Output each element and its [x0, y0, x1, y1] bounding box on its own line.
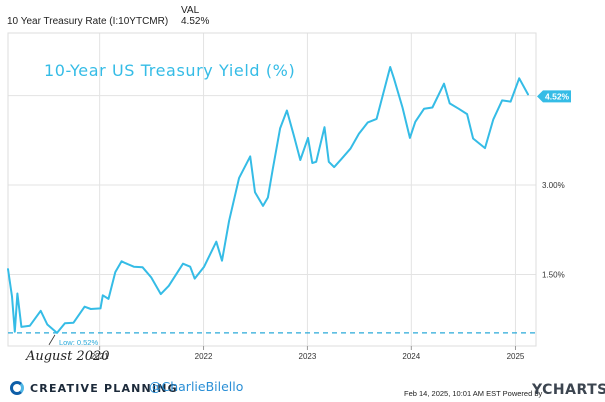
end-value-badge-text: 4.52%	[545, 91, 570, 101]
data-points-layer	[7, 66, 529, 334]
annotation-leader	[48, 334, 56, 346]
author-handle[interactable]: @CharlieBilello	[149, 379, 244, 394]
end-value-badge: 4.52%	[537, 90, 571, 103]
x-tick-label: 2021	[91, 352, 109, 361]
grid-layer	[8, 33, 536, 346]
axis-layer: 1.50% 3.00% 2021 2022 2023 2024 2025	[91, 181, 565, 361]
brand-name: CREATIVE PLANNING	[30, 381, 178, 395]
x-tick-label: 2024	[402, 352, 420, 361]
ycharts-logo: YCHARTS	[532, 382, 605, 398]
annotation-low-label: Low: 0.52%	[59, 338, 99, 347]
legend-header: VAL 10 Year Treasury Rate (I:10YTCMR) 4.…	[5, 4, 605, 32]
legend-series-name[interactable]: 10 Year Treasury Rate (I:10YTCMR)	[7, 16, 169, 27]
x-tick-label: 2022	[195, 352, 213, 361]
chart-title: 10-Year US Treasury Yield (%)	[44, 61, 295, 80]
x-tick-label: 2023	[299, 352, 317, 361]
legend-series-value: 4.52%	[181, 16, 210, 27]
x-tick-label: 2025	[507, 352, 525, 361]
y-tick-label: 1.50%	[542, 270, 565, 279]
series-line-10y-yield	[7, 66, 529, 334]
brand-logo: CREATIVE PLANNING	[10, 378, 178, 398]
timestamp-note: Feb 14, 2025, 10:01 AM EST Powered by	[404, 389, 543, 398]
y-tick-label: 3.00%	[542, 181, 565, 190]
brand-logo-icon	[10, 381, 24, 395]
end-value-badge-shape	[537, 90, 571, 103]
legend-column-header: VAL	[181, 5, 200, 16]
plot-frame	[7, 32, 537, 347]
annotation-layer: Low: 0.52% August 2020	[25, 334, 110, 364]
annotation-date-label: August 2020	[25, 349, 110, 364]
